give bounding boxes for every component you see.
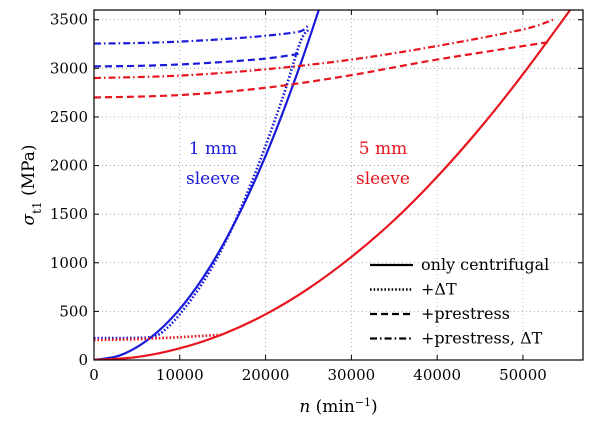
annotation-5mm-line1: 5 mm <box>359 139 407 159</box>
y-tick-label: 1000 <box>50 254 88 272</box>
y-tick-label: 2500 <box>50 108 88 126</box>
series-line-1mm-solid <box>94 10 320 360</box>
series-line-5mm-dashdot <box>94 18 554 80</box>
x-tick-label: 10000 <box>156 366 204 384</box>
annotation-1mm-line2: sleeve <box>186 169 240 189</box>
x-axis-label: n (min−1) <box>299 396 377 418</box>
y-tick-label: 1500 <box>50 205 88 223</box>
y-tick-label: 3000 <box>50 59 88 77</box>
grid <box>94 10 583 360</box>
series-line-5mm-dotted <box>94 333 223 342</box>
x-tick-label: 0 <box>89 366 99 384</box>
legend-label-dotted: +ΔT <box>421 280 457 299</box>
annotations: 1 mm sleeve 5 mm sleeve <box>186 139 410 189</box>
series-line-5mm-dashed <box>94 40 549 99</box>
x-tick-label: 30000 <box>328 366 376 384</box>
ticks: 0 10000 20000 30000 40000 50000 0 500 1000 1500 20… <box>50 10 583 384</box>
legend-label-dashed: +prestress <box>421 304 510 323</box>
annotation-1mm-line1: 1 mm <box>189 139 237 159</box>
series-line-5mm-solid <box>94 10 572 360</box>
x-tick-label: 50000 <box>499 366 547 384</box>
y-axis-label: σt1 (MPa) <box>19 145 44 226</box>
y-tick-label: 3500 <box>50 11 88 29</box>
series-line-1mm-dashdot <box>94 23 310 45</box>
series-line-1mm-dashed <box>94 52 301 68</box>
annotation-5mm-line2: sleeve <box>356 169 410 189</box>
plot-frame <box>93 9 584 361</box>
y-tick-label: 500 <box>59 302 88 320</box>
series-group <box>94 10 572 360</box>
legend-label-dashdot: +prestress, ΔT <box>421 329 543 348</box>
y-tick-label: 2000 <box>50 157 88 175</box>
legend: only centrifugal +ΔT +prestress +prestress,… <box>370 255 549 348</box>
legend-label-solid: only centrifugal <box>421 255 549 274</box>
y-tick-label: 0 <box>78 351 88 369</box>
x-tick-label: 20000 <box>242 366 290 384</box>
x-tick-label: 40000 <box>413 366 461 384</box>
